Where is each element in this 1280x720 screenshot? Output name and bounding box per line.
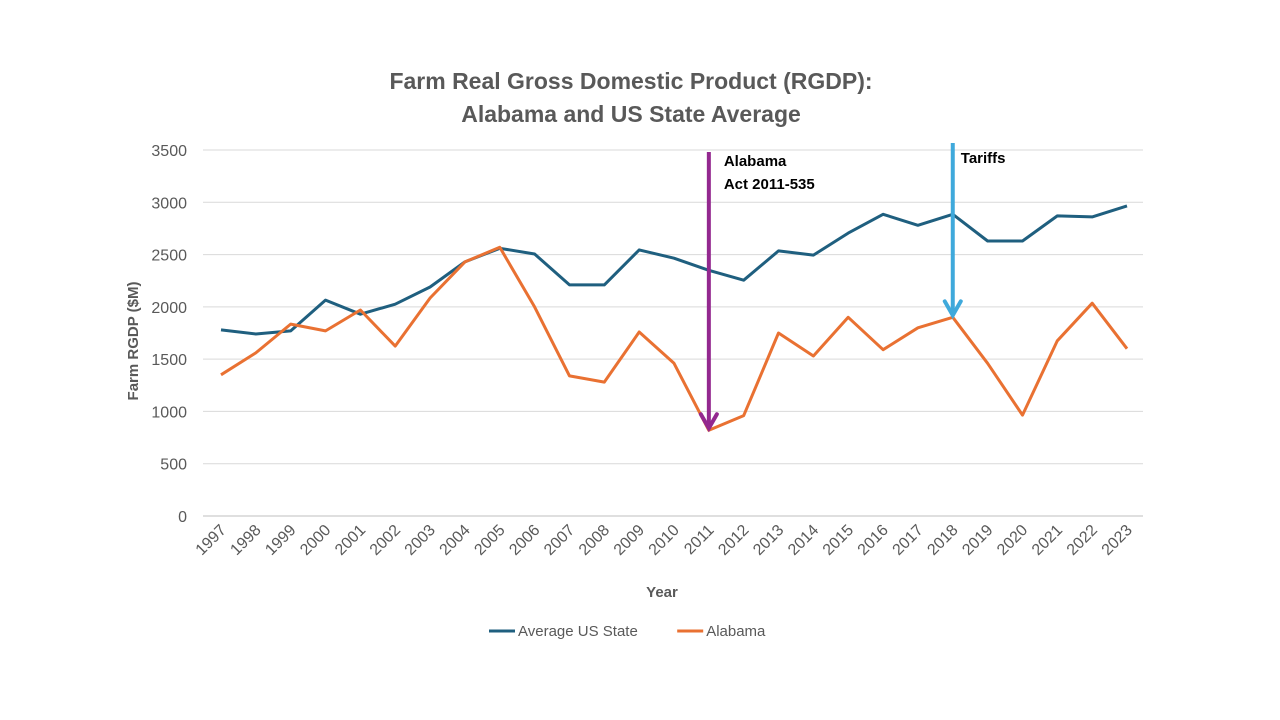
x-tick-label: 1999 <box>262 522 299 559</box>
x-tick-label: 2022 <box>1064 522 1101 559</box>
x-tick-label: 2003 <box>402 522 439 559</box>
y-tick-label: 2000 <box>151 300 187 317</box>
y-tick-label: 3000 <box>151 195 187 212</box>
x-tick-label: 2015 <box>820 522 857 559</box>
x-tick-label: 2008 <box>576 522 613 559</box>
x-tick-label: 2007 <box>541 522 578 559</box>
x-tick-label: 2013 <box>750 522 787 559</box>
x-tick-label: 2012 <box>715 522 752 559</box>
series-line-alabama <box>220 245 1129 432</box>
x-tick-label: 2023 <box>1099 522 1136 559</box>
y-tick-label: 1500 <box>151 352 187 369</box>
arrowhead-icon <box>698 412 719 433</box>
y-tick-label: 3500 <box>151 143 187 160</box>
x-tick-label: 1997 <box>193 522 230 559</box>
legend-label: Average US State <box>518 623 638 640</box>
arrowhead-icon <box>942 299 963 320</box>
x-tick-label: 2010 <box>646 522 683 559</box>
x-tick-label: 2009 <box>611 522 648 559</box>
x-tick-label: 2018 <box>924 522 961 559</box>
y-tick-label: 0 <box>178 509 187 526</box>
y-tick-label: 2500 <box>151 248 187 265</box>
y-tick-label: 500 <box>160 457 187 474</box>
x-tick-label: 2011 <box>681 522 717 558</box>
annotation-label: Tariffs <box>961 150 1006 167</box>
x-tick-label: 2014 <box>785 522 822 559</box>
x-tick-label: 2001 <box>332 522 369 559</box>
x-tick-label: 2000 <box>297 522 334 559</box>
x-tick-label: 2004 <box>437 522 474 559</box>
x-axis-label: Year <box>646 584 678 601</box>
y-axis-label: Farm RGDP ($M) <box>125 282 142 401</box>
legend-label: Alabama <box>706 623 766 640</box>
annotation-label: Act 2011-535 <box>724 176 815 193</box>
x-tick-label: 2002 <box>367 522 404 559</box>
x-tick-label: 2021 <box>1029 522 1066 559</box>
chart-title-line-2: Alabama and US State Average <box>461 101 801 127</box>
x-tick-label: 2017 <box>890 522 927 559</box>
chart-title-line-1: Farm Real Gross Domestic Product (RGDP): <box>389 68 872 94</box>
x-tick-label: 2016 <box>855 522 892 559</box>
x-tick-label: 2019 <box>959 522 996 559</box>
y-tick-label: 1000 <box>151 404 187 421</box>
x-tick-label: 2005 <box>471 522 508 559</box>
annotation-label: Alabama <box>724 153 787 170</box>
series-line-average-us-state <box>220 204 1128 336</box>
x-tick-label: 1998 <box>227 522 264 559</box>
x-tick-label: 2020 <box>994 522 1031 559</box>
x-tick-label: 2006 <box>506 522 543 559</box>
